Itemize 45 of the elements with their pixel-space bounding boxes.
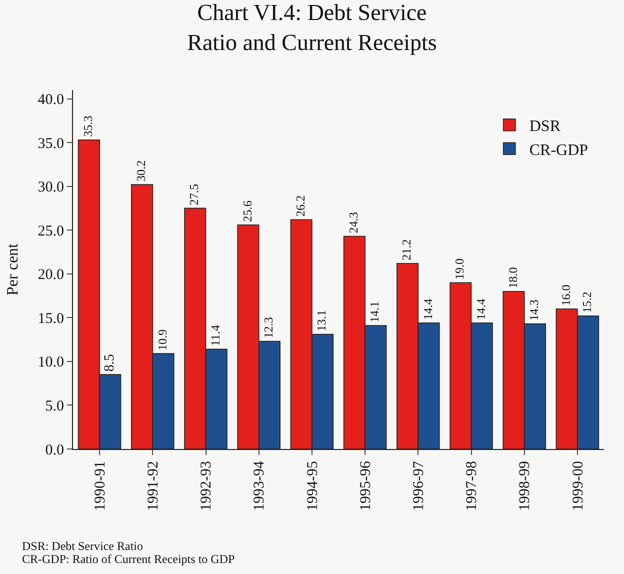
y-axis-title: Per cent [4, 242, 22, 296]
x-tick-label: 1993-94 [252, 460, 268, 511]
data-label: 12.3 [262, 317, 276, 338]
y-tick-label: 25.0 [38, 223, 64, 240]
y-tick-label: 40.0 [38, 92, 64, 108]
y-tick-label: 30.0 [38, 180, 64, 196]
data-label: 30.2 [134, 160, 148, 182]
data-label: 14.1 [368, 301, 382, 323]
x-tick-label: 1994-95 [304, 461, 321, 511]
y-tick-label: 10.0 [38, 354, 64, 371]
legend-label: DSR [529, 118, 561, 136]
x-tick-label: 1998-99 [517, 461, 534, 511]
x-tick-label: 1990-91 [92, 461, 108, 511]
data-label: 11.4 [208, 324, 222, 346]
data-label: 24.3 [346, 212, 360, 234]
legend-label: CR-GDP [529, 142, 588, 159]
y-tick-label: 0.0 [45, 442, 64, 458]
y-tick-label: 15.0 [38, 310, 64, 327]
data-label: 19.0 [452, 258, 467, 280]
data-label: 16.0 [558, 284, 573, 306]
x-tick-label: 1992-93 [198, 461, 215, 511]
data-label: 15.2 [580, 292, 594, 313]
data-label: 18.0 [506, 267, 520, 288]
x-tick-label: 1996-97 [411, 460, 428, 511]
data-label: 14.4 [420, 298, 435, 320]
chart-title: Chart VI.4: Debt Service Ratio and Current Receipts [187, 0, 437, 55]
data-label: 21.2 [400, 239, 414, 260]
x-tick-label: 1995-96 [358, 460, 374, 511]
data-label: 14.4 [474, 298, 488, 320]
x-tick-label: 1999-00 [570, 461, 586, 511]
y-tick-label: 35.0 [38, 136, 64, 152]
data-label: 27.5 [187, 184, 202, 206]
data-label: 14.3 [527, 300, 542, 321]
data-label: 25.6 [240, 200, 254, 222]
y-tick-label: 20.0 [38, 267, 64, 284]
data-label: 35.3 [80, 116, 95, 137]
data-label: 10.9 [155, 329, 170, 351]
y-tick-label: 5.0 [45, 398, 64, 414]
data-label: 13.1 [314, 310, 329, 332]
data-label: 26.2 [293, 195, 308, 217]
x-tick-label: 1997-98 [464, 461, 480, 511]
text: CR-GDP: Ratio of Current Receipts to GDP [22, 552, 235, 566]
data-label: 8.5 [102, 354, 118, 372]
text: DSR: Debt Service Ratio [22, 539, 143, 553]
x-tick-label: 1991-92 [146, 461, 162, 511]
